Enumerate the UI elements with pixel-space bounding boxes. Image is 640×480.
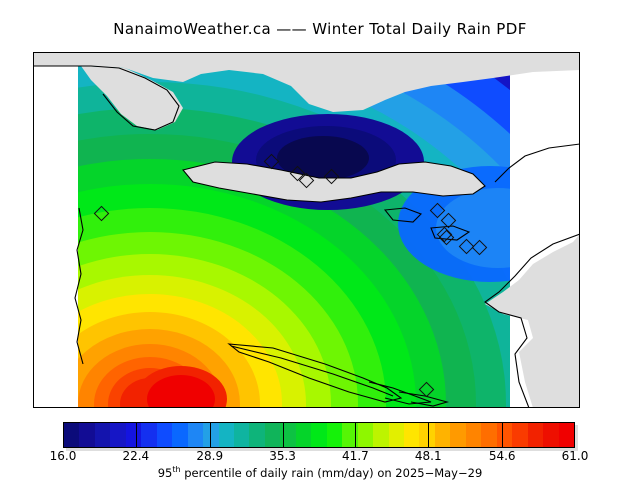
colorbar-segment-17: [326, 423, 343, 447]
colorbar-segment-13: [264, 423, 281, 447]
colorbar-segment-16: [311, 423, 327, 447]
colorbar-segment-32: [558, 423, 574, 447]
station-marker[interactable]: [471, 239, 487, 255]
colorbar-segment-21: [388, 423, 404, 447]
station-markers-layer: [33, 52, 580, 408]
station-marker[interactable]: [93, 205, 109, 221]
colorbar-segment-1: [79, 423, 95, 447]
colorbar-segment-22: [403, 423, 420, 447]
colorbar-segment-8: [187, 423, 204, 447]
colorbar-region: 16.0 22.4 28.9 35.3 41.7 48.1 54.6 61.0 95th pe…: [0, 415, 640, 480]
colorbar-segment-25: [450, 423, 466, 447]
precipitation-contour-field: [78, 52, 510, 407]
colorbar-segment-23: [419, 423, 435, 447]
colorbar-segment-6: [156, 423, 173, 447]
colorbar-segment-3: [110, 423, 126, 447]
colorbar-segment-0: [64, 423, 80, 447]
land-mask-layer: [33, 52, 580, 408]
colorbar-caption: 95th percentile of daily rain (mm/day) o…: [0, 465, 640, 480]
colorbar-segment-20: [373, 423, 389, 447]
colorbar-segment-12: [249, 423, 265, 447]
colorbar-segment-7: [172, 423, 188, 447]
colorbar-segment-19: [357, 423, 374, 447]
colorbar-segment-15: [295, 423, 312, 447]
station-marker[interactable]: [323, 168, 339, 184]
colorbar-segment-26: [465, 423, 482, 447]
colorbar-segment-10: [218, 423, 234, 447]
colorbar-tick-label-1: 22.4: [122, 449, 150, 463]
colorbar-segment-2: [94, 423, 111, 447]
colorbar-tick-label-2: 28.9: [196, 449, 224, 463]
colorbar-segment-18: [342, 423, 358, 447]
colorbar-segment-28: [496, 423, 513, 447]
colorbar-tick-labels: 16.0 22.4 28.9 35.3 41.7 48.1 54.6 61.0: [0, 449, 640, 465]
colorbar-segment-24: [434, 423, 451, 447]
colorbar-segment-5: [141, 423, 157, 447]
colorbar-tick-label-3: 35.3: [269, 449, 296, 463]
station-marker[interactable]: [429, 202, 445, 218]
colorbar-tick-label-0: 16.0: [49, 449, 77, 463]
colorbar-segment-14: [280, 423, 296, 447]
colorbar-segment-11: [233, 423, 250, 447]
colorbar-segment-4: [125, 423, 142, 447]
no-data-region-left: [33, 52, 78, 408]
station-marker[interactable]: [440, 212, 456, 228]
colorbar-segment-30: [527, 423, 544, 447]
colorbar-tick-label-4: 41.7: [342, 449, 369, 463]
colorbar-tick-label-7: 61.0: [561, 449, 589, 463]
caption-ordinal-suffix: th: [172, 465, 181, 474]
figure-title: NanaimoWeather.ca —— Winter Total Daily …: [113, 20, 527, 38]
colorbar-tick-label-5: 48.1: [414, 449, 442, 463]
station-marker[interactable]: [418, 381, 434, 397]
colorbar-segment-27: [481, 423, 497, 447]
colorbar[interactable]: [63, 422, 575, 448]
colorbar-segment-9: [203, 423, 219, 447]
map-panel[interactable]: [33, 52, 580, 408]
colorbar-tick-label-6: 54.6: [488, 449, 516, 463]
station-marker[interactable]: [263, 153, 279, 169]
caption-percentile-number: 95: [157, 465, 173, 480]
caption-text: percentile of daily rain (mm/day) on 202…: [180, 465, 483, 480]
colorbar-segment-31: [543, 423, 559, 447]
colorbar-segment-29: [512, 423, 528, 447]
